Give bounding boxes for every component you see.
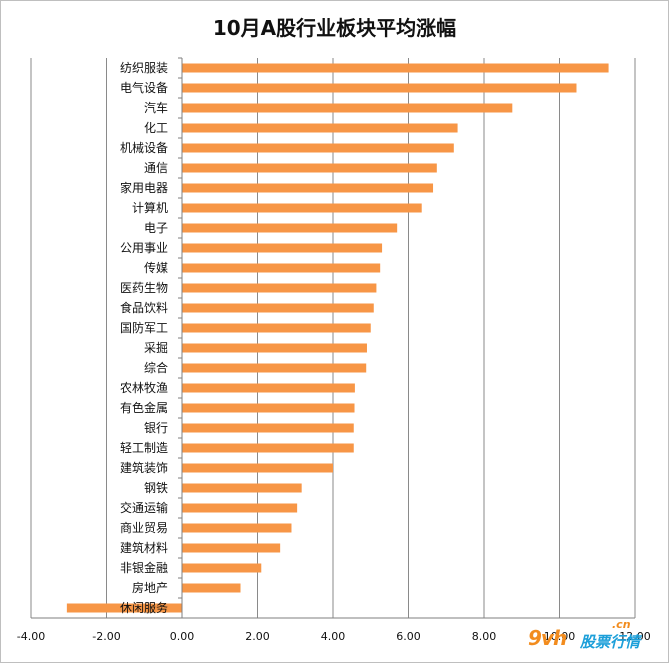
category-label: 建筑材料 [120,540,168,555]
category-label: 农林牧渔 [120,381,168,395]
bar [182,363,367,373]
category-label: 钢铁 [144,481,168,495]
category-label: 非银金融 [120,560,168,575]
category-label: 机械设备 [120,140,168,155]
bar [182,423,354,433]
x-tick-label: 2.00 [245,630,270,643]
bar [182,283,377,293]
category-label: 电气设备 [120,80,168,95]
category-label: 建筑装饰 [120,460,168,475]
category-label: 房地产 [132,580,168,595]
category-label: 家用电器 [120,180,168,195]
category-label: 综合 [144,360,168,375]
watermark-logo: 9vh .cn 股票行情 [528,618,668,658]
x-tick-label: -2.00 [92,630,120,643]
bar [182,443,354,453]
bar [182,383,355,393]
category-label: 轻工制造 [120,441,168,455]
bar [182,243,383,253]
x-tick-label: 8.00 [472,630,497,643]
bar [182,183,434,193]
chart-title: 10月A股行业板块平均涨幅 [212,16,457,40]
x-tick-label: 6.00 [396,630,421,643]
x-tick-label: 10.00 [544,630,576,643]
bar [182,483,302,493]
category-label: 纺织服装 [120,61,168,75]
watermark-main: 9vh [528,626,567,650]
category-label: 商业贸易 [120,520,168,535]
x-tick-label: 4.00 [321,630,346,643]
category-label: 食品饮料 [120,300,168,315]
category-label: 交通运输 [120,500,168,515]
bar [182,503,298,513]
bar [66,603,182,613]
category-label: 化工 [144,121,168,135]
bar [182,63,609,73]
bar [182,143,454,153]
x-tick-label: -4.00 [17,630,45,643]
bar [182,263,381,273]
category-label: 休闲服务 [120,600,168,615]
bar [182,163,437,173]
bar [182,563,262,573]
bar [182,523,292,533]
bar [182,543,281,553]
bar [182,323,371,333]
category-label: 有色金属 [120,400,168,415]
category-label: 银行 [144,421,168,435]
category-label: 采掘 [144,340,168,355]
bar [182,583,241,593]
bar [182,123,458,133]
category-label: 国防军工 [120,320,168,335]
bar [182,303,374,313]
category-label: 公用事业 [120,241,168,255]
watermark-suffix: .cn [612,618,631,631]
bar [182,103,513,113]
bar [182,343,367,353]
category-label: 医药生物 [120,281,168,295]
x-tick-label: 0.00 [170,630,195,643]
bar [182,403,355,413]
bar [182,203,422,213]
category-label: 电子 [144,221,168,235]
x-tick-label: 12.00 [619,630,651,643]
bar [182,223,398,233]
bar [182,83,577,93]
category-label: 汽车 [144,100,168,115]
bar [182,463,333,473]
category-label: 传媒 [144,260,168,275]
category-label: 通信 [144,161,168,175]
category-label: 计算机 [132,200,168,215]
watermark-sub: 股票行情 [580,633,641,651]
